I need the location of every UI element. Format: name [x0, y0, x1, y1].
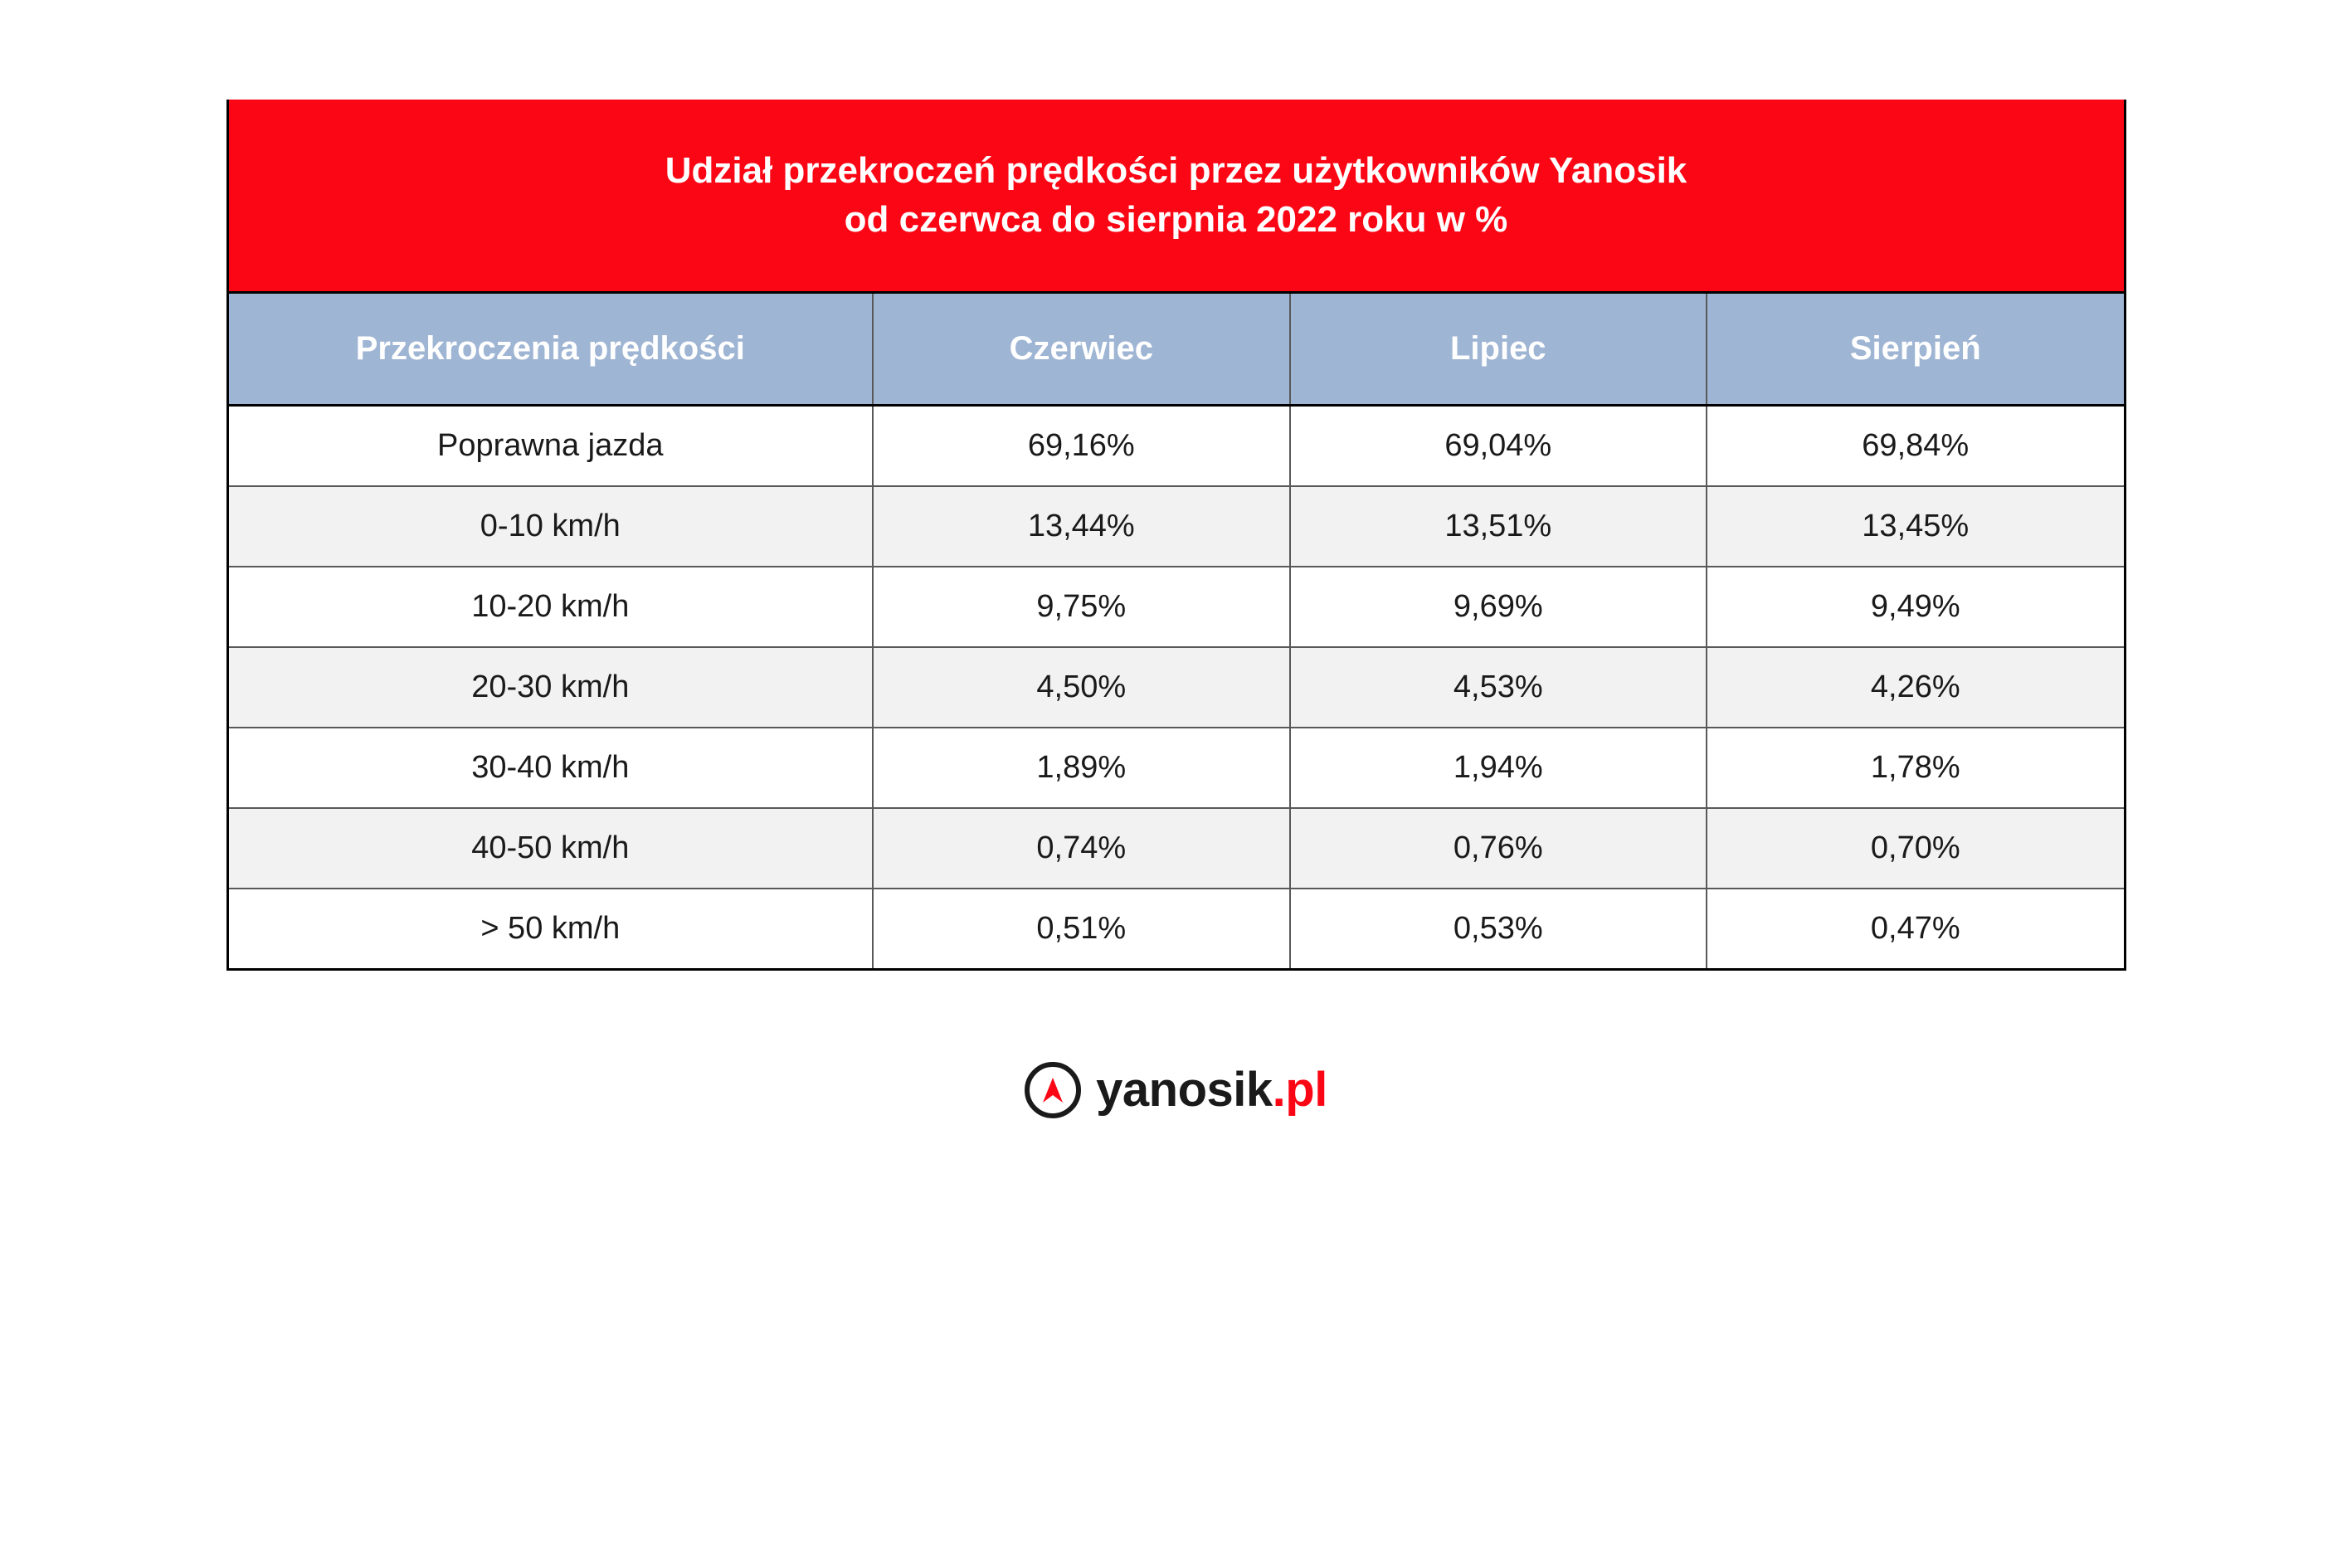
row-label: 0-10 km/h: [229, 486, 874, 567]
table-title: Udział przekroczeń prędkości przez użytk…: [229, 100, 2124, 294]
table-row: 30-40 km/h1,89%1,94%1,78%: [229, 728, 2124, 808]
speed-table-container: Udział przekroczeń prędkości przez użytk…: [226, 100, 2126, 971]
row-value: 1,94%: [1290, 728, 1707, 808]
logo-text: yanosik.pl: [1096, 1062, 1327, 1118]
col-header-june: Czerwiec: [873, 294, 1289, 406]
row-value: 69,84%: [1707, 405, 2124, 486]
row-value: 1,78%: [1707, 728, 2124, 808]
row-value: 13,44%: [873, 486, 1289, 567]
table-row: 20-30 km/h4,50%4,53%4,26%: [229, 647, 2124, 728]
row-value: 13,45%: [1707, 486, 2124, 567]
row-value: 1,89%: [873, 728, 1289, 808]
arrow-icon: [1038, 1075, 1068, 1105]
table-row: 10-20 km/h9,75%9,69%9,49%: [229, 567, 2124, 647]
row-value: 0,51%: [873, 889, 1289, 970]
row-label: 30-40 km/h: [229, 728, 874, 808]
table-row: Poprawna jazda69,16%69,04%69,84%: [229, 405, 2124, 486]
col-header-category: Przekroczenia prędkości: [229, 294, 874, 406]
table-title-line1: Udział przekroczeń prędkości przez użytk…: [262, 146, 2091, 195]
row-value: 4,26%: [1707, 647, 2124, 728]
row-value: 4,53%: [1290, 647, 1707, 728]
row-label: 10-20 km/h: [229, 567, 874, 647]
logo-tld: .pl: [1273, 1063, 1327, 1117]
row-value: 69,04%: [1290, 405, 1707, 486]
row-value: 69,16%: [873, 405, 1289, 486]
row-value: 9,69%: [1290, 567, 1707, 647]
logo-brand: yanosik: [1096, 1063, 1273, 1117]
row-value: 9,49%: [1707, 567, 2124, 647]
row-value: 13,51%: [1290, 486, 1707, 567]
col-header-july: Lipiec: [1290, 294, 1707, 406]
table-header-row: Przekroczenia prędkości Czerwiec Lipiec …: [229, 294, 2124, 406]
table-row: 40-50 km/h0,74%0,76%0,70%: [229, 808, 2124, 889]
row-label: 20-30 km/h: [229, 647, 874, 728]
row-label: 40-50 km/h: [229, 808, 874, 889]
brand-logo: yanosik.pl: [1025, 1062, 1327, 1118]
row-value: 0,76%: [1290, 808, 1707, 889]
row-label: > 50 km/h: [229, 889, 874, 970]
logo-mark-icon: [1025, 1062, 1081, 1118]
row-value: 0,70%: [1707, 808, 2124, 889]
row-value: 0,47%: [1707, 889, 2124, 970]
col-header-august: Sierpień: [1707, 294, 2124, 406]
table-title-line2: od czerwca do sierpnia 2022 roku w %: [262, 195, 2091, 244]
table-body: Poprawna jazda69,16%69,04%69,84%0-10 km/…: [229, 405, 2124, 969]
row-value: 0,53%: [1290, 889, 1707, 970]
row-value: 0,74%: [873, 808, 1289, 889]
row-value: 9,75%: [873, 567, 1289, 647]
row-label: Poprawna jazda: [229, 405, 874, 486]
speed-table: Przekroczenia prędkości Czerwiec Lipiec …: [229, 294, 2124, 971]
table-row: 0-10 km/h13,44%13,51%13,45%: [229, 486, 2124, 567]
table-row: > 50 km/h0,51%0,53%0,47%: [229, 889, 2124, 970]
row-value: 4,50%: [873, 647, 1289, 728]
